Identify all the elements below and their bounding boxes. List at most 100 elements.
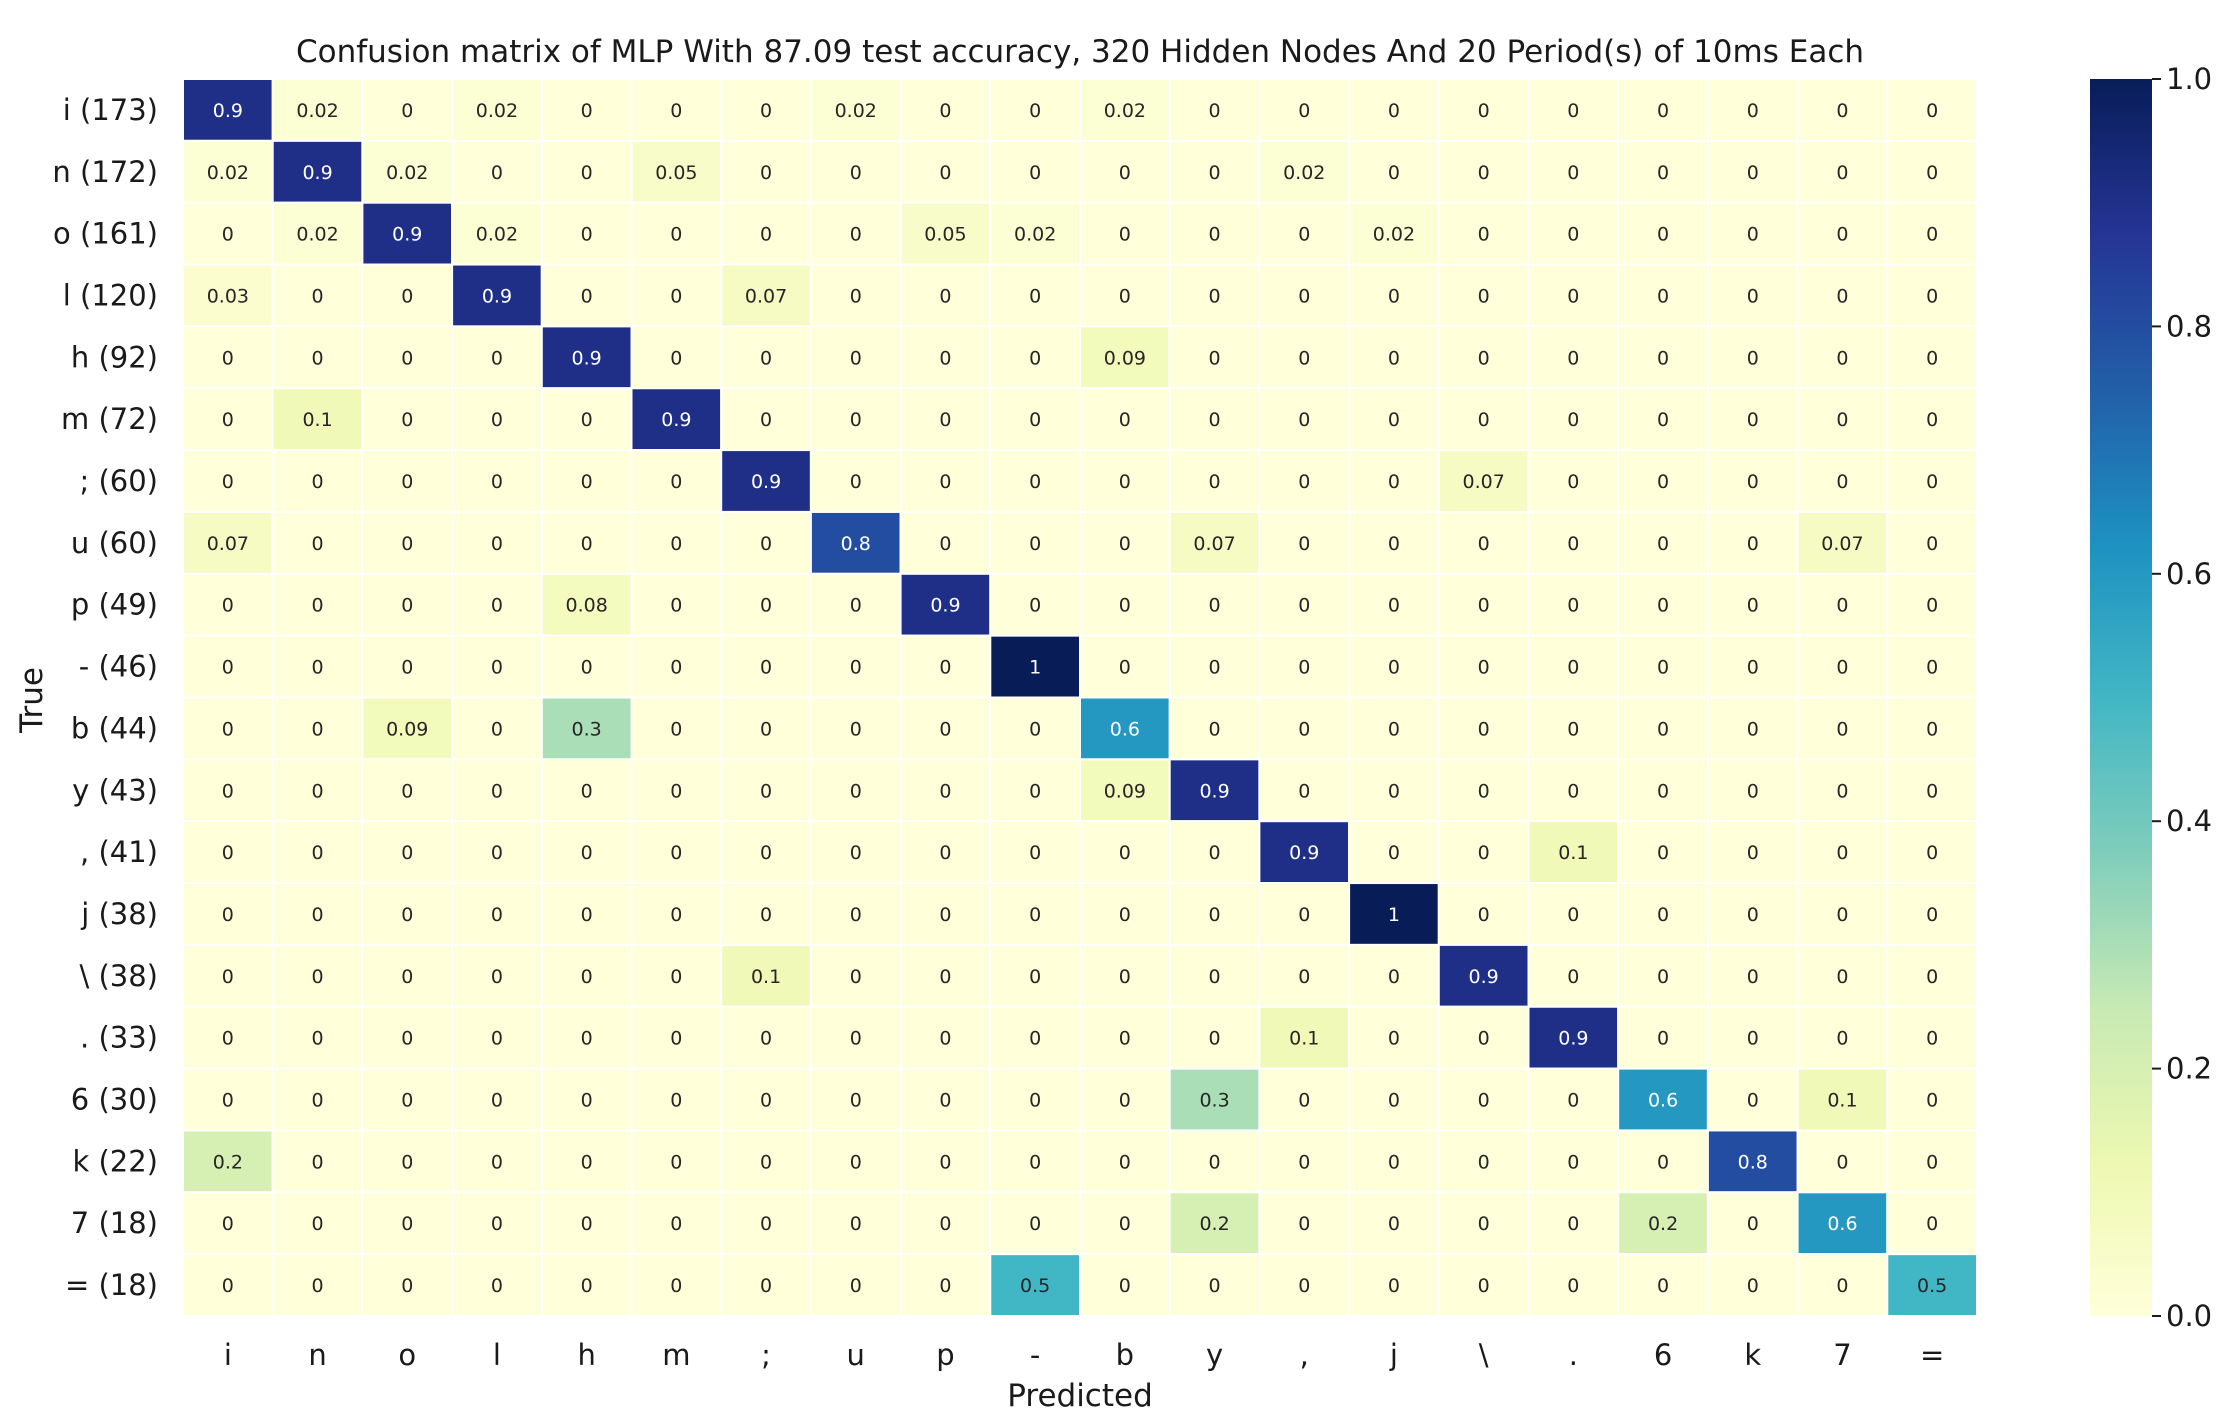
chart-title: Confusion matrix of MLP With 87.09 test … [296,34,1864,70]
cell-value-label: 0 [401,471,413,493]
heatmap-cell [1348,634,1440,699]
cell-value-label: 0 [1567,1213,1579,1235]
heatmap-cell [720,449,812,513]
heatmap-cell [1796,943,1889,1008]
heatmap-cell [899,1129,992,1194]
y-tick-label: 7 (18) [71,1206,158,1240]
colorbar-tick-label: 0.6 [2166,557,2212,591]
cell-value-label: 0.02 [1104,100,1146,122]
heatmap-cell [720,820,812,885]
heatmap-cell [809,201,902,266]
cell-value-label: 0 [1657,1028,1669,1050]
heatmap-cell [1886,820,1979,885]
heatmap-cell-labels: 0.9 0.02 0 0.02 0 0 0 0.02 0 0 0.02 0 0 0 0 0 0 0 0 0 0.02 0.… [207,100,1948,1297]
cell-value-label: 0 [1926,285,1938,307]
cell-value-label: 0 [312,780,324,802]
cell-value-label: 0 [670,1028,682,1050]
heatmap-cell [809,696,902,761]
x-tick-label: j [1389,1338,1398,1372]
cell-value-label: 0 [670,966,682,988]
cell-value-label: 0.9 [930,595,960,617]
heatmap-cell [1258,634,1351,699]
cell-value-label: 0 [1836,1151,1848,1173]
cell-value-label: 0 [939,285,951,307]
heatmap-cell [1348,449,1440,513]
cell-value-label: 0 [1298,718,1310,740]
heatmap-cell [451,449,543,513]
heatmap-cell [1168,882,1261,946]
heatmap-cell [182,263,274,328]
heatmap-cell [361,1191,454,1256]
cell-value-label: 0 [1747,966,1759,988]
heatmap-cell [1348,696,1440,761]
heatmap-cell [1796,201,1889,266]
heatmap-cell [271,758,364,823]
heatmap-cell [1796,263,1889,328]
cell-value-label: 0 [1747,285,1759,307]
heatmap-cell [1886,882,1979,946]
cell-value-label: 0 [581,1151,593,1173]
y-tick-label: l (120) [63,278,158,312]
cell-value-label: 0 [401,1151,413,1173]
cell-value-label: 0 [222,966,234,988]
x-tick-label: n [308,1338,326,1372]
heatmap-cell [630,820,723,885]
cell-value-label: 0 [401,100,413,122]
cell-value-label: 0 [1747,1090,1759,1112]
heatmap-cell [1079,325,1171,390]
x-axis-ticks: i n o l h m; u p - b y, j \. 6 k 7 = [224,1338,1944,1372]
cell-value-label: 0.07 [745,285,787,307]
y-tick-label: h (92) [71,340,158,374]
cell-value-label: 0 [1478,780,1490,802]
heatmap-cell [630,263,723,328]
cell-value-label: 0 [1119,162,1131,184]
heatmap-cell [1527,510,1620,575]
heatmap-cell [361,449,454,513]
cell-value-label: 0 [1657,100,1669,122]
y-tick-label: \ (38) [79,959,158,993]
heatmap-cell [1617,78,1709,142]
cell-value-label: 0 [222,1090,234,1112]
heatmap-cell [989,1005,1081,1070]
cell-value-label: 0 [491,409,503,431]
cell-value-label: 0 [939,1151,951,1173]
cell-value-label: 0 [581,285,593,307]
cell-value-label: 0.02 [296,100,338,122]
heatmap-cell [1527,1067,1620,1132]
cell-value-label: 0 [1209,162,1221,184]
cell-value-label: 0 [1747,1028,1759,1050]
cell-value-label: 0 [850,904,862,926]
heatmap-cell [1079,449,1171,513]
heatmap-cell [1796,78,1889,142]
heatmap-cell [1796,325,1889,390]
x-tick-label: . [1569,1338,1578,1372]
cell-value-label: 0.9 [1558,1028,1588,1050]
heatmap-cell [1437,387,1530,452]
cell-value-label: 0 [222,904,234,926]
heatmap-cell [630,572,723,637]
cell-value-label: 0 [1836,100,1848,122]
heatmap-cell [1527,1253,1620,1318]
cell-value-label: 0 [1657,409,1669,431]
heatmap-cell [989,201,1081,266]
heatmap-cell [1079,1129,1171,1194]
cell-value-label: 0 [222,1028,234,1050]
x-tick-label: \ [1479,1338,1489,1372]
heatmap-cell [1617,263,1709,328]
cell-value-label: 0 [1836,842,1848,864]
heatmap-cell [1886,943,1979,1008]
cell-value-label: 0 [939,533,951,555]
heatmap-cell [540,1129,633,1194]
cell-value-label: 0.5 [1917,1275,1947,1297]
x-tick-label: b [1116,1338,1134,1372]
cell-value-label: 0 [850,285,862,307]
cell-value-label: 0 [939,780,951,802]
heatmap-cell [1706,263,1799,328]
heatmap-cell [899,139,992,204]
cell-value-label: 0.02 [1014,224,1056,246]
heatmap-cell [1527,696,1620,761]
heatmap-cell [989,758,1081,823]
colorbar-tick-label: 0.8 [2166,309,2212,343]
cell-value-label: 0 [939,1213,951,1235]
cell-value-label: 0 [1298,409,1310,431]
